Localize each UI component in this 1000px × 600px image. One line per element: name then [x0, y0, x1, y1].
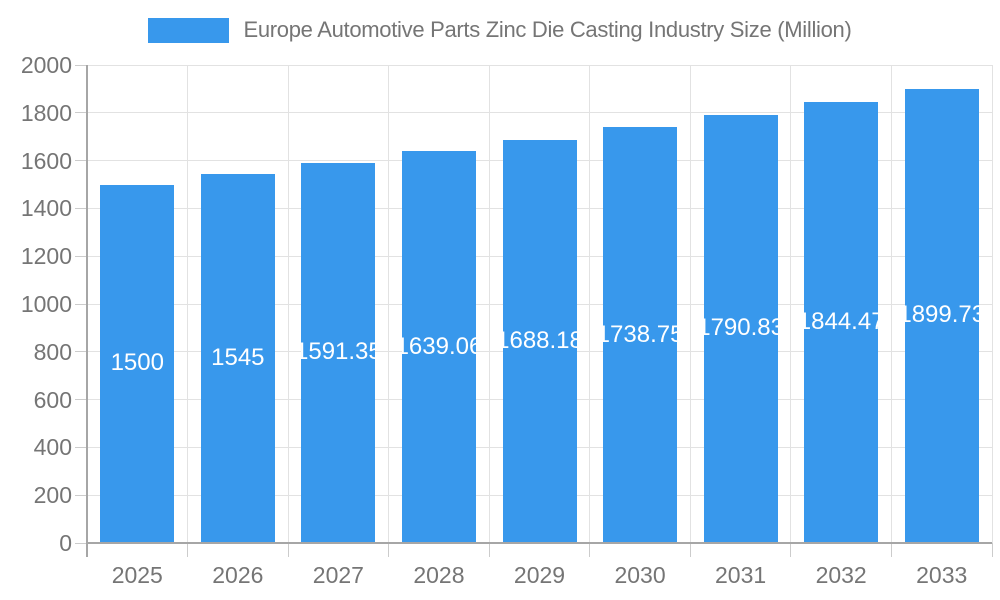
bar[interactable]: 1844.47: [804, 102, 879, 542]
y-tick-label: 200: [33, 482, 72, 509]
x-axis-tick: [991, 543, 993, 557]
bar-value-label: 1844.47: [804, 308, 879, 336]
y-gridline: [87, 112, 992, 114]
legend[interactable]: Europe Automotive Parts Zinc Die Casting…: [0, 14, 1000, 46]
y-axis-tick: [75, 494, 87, 496]
bar-value-label: 1591.35: [301, 338, 376, 366]
y-axis-line: [86, 65, 88, 557]
x-tick-label: 2028: [413, 562, 465, 588]
x-boundary-gridline: [187, 65, 189, 543]
x-tick-label: 2031: [715, 562, 767, 588]
x-axis-tick: [287, 543, 289, 557]
x-boundary-gridline: [287, 65, 289, 543]
x-axis-tick: [488, 543, 490, 557]
bar-value-label: 1500: [110, 349, 164, 377]
bar[interactable]: 1500: [100, 184, 175, 542]
y-tick-label: 800: [33, 338, 72, 365]
y-tick-label: 1200: [20, 243, 72, 270]
bar-value-label: 1790.83: [703, 314, 778, 342]
x-axis-tick: [589, 543, 591, 557]
x-tick-label: 2033: [916, 562, 968, 588]
bar[interactable]: 1738.75: [603, 127, 678, 542]
bar[interactable]: 1790.83: [703, 114, 778, 542]
y-axis-tick: [75, 542, 87, 544]
y-axis-tick: [75, 207, 87, 209]
bar-value-label: 1688.18: [502, 326, 577, 354]
x-tick-label: 2027: [312, 562, 364, 588]
y-axis-tick: [75, 112, 87, 114]
x-tick-label: 2029: [513, 562, 566, 588]
bar-value-label: 1545: [211, 343, 265, 371]
y-tick-label: 2000: [20, 52, 72, 78]
bar-value-label: 1639.06: [401, 332, 476, 360]
legend-series-label: Europe Automotive Parts Zinc Die Casting…: [243, 17, 852, 42]
y-tick-label: 1600: [20, 147, 72, 174]
bar[interactable]: 1639.06: [401, 151, 476, 542]
bar-value-label: 1899.73: [904, 301, 979, 329]
x-axis-tick: [187, 543, 189, 557]
y-tick-label: 0: [59, 530, 72, 556]
x-tick-label: 2030: [614, 562, 666, 588]
x-boundary-gridline: [388, 65, 390, 543]
legend-swatch: [148, 17, 230, 43]
bar[interactable]: 1545: [200, 173, 275, 542]
x-boundary-gridline: [991, 65, 993, 543]
x-axis-tick: [689, 543, 691, 557]
y-axis-tick: [75, 160, 87, 162]
x-tick-label: 2032: [815, 562, 867, 588]
x-boundary-gridline: [589, 65, 591, 543]
x-tick-label: 2025: [111, 562, 163, 588]
y-axis-tick: [75, 351, 87, 353]
x-boundary-gridline: [790, 65, 792, 543]
x-tick-label: 2026: [212, 562, 264, 588]
y-axis-tick: [75, 446, 87, 448]
y-tick-label: 1400: [20, 195, 72, 222]
y-tick-label: 600: [33, 386, 72, 413]
y-tick-label: 1000: [20, 291, 72, 317]
y-tick-label: 400: [33, 434, 72, 461]
y-axis-tick: [75, 399, 87, 401]
bar[interactable]: 1591.35: [301, 162, 376, 542]
x-boundary-gridline: [488, 65, 490, 543]
bar-value-label: 1738.75: [603, 320, 678, 348]
x-axis-line: [87, 542, 992, 544]
x-axis-tick: [388, 543, 390, 557]
y-gridline: [87, 64, 992, 66]
y-tick-label: 1800: [20, 99, 72, 126]
y-axis-tick: [75, 64, 87, 66]
x-axis-tick: [790, 543, 792, 557]
bar[interactable]: 1688.18: [502, 139, 577, 542]
x-boundary-gridline: [890, 65, 892, 543]
y-axis-tick: [75, 255, 87, 257]
x-boundary-gridline: [689, 65, 691, 543]
y-axis-tick: [75, 303, 87, 305]
x-axis-tick: [890, 543, 892, 557]
bar[interactable]: 1899.73: [904, 88, 979, 542]
